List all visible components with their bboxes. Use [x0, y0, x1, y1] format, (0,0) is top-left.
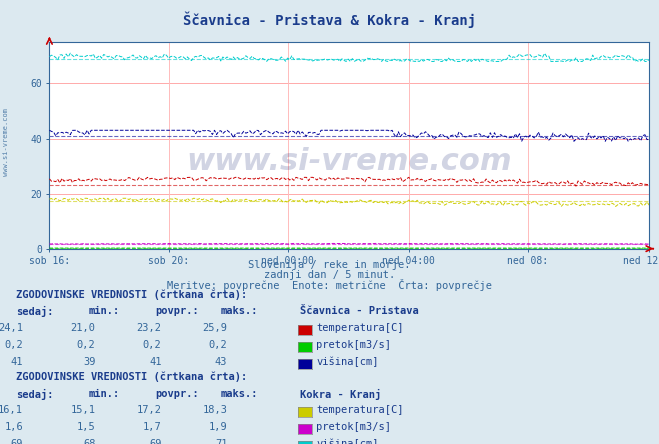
Text: pretok[m3/s]: pretok[m3/s] — [316, 340, 391, 350]
Text: 43: 43 — [215, 357, 227, 367]
Text: Slovenija / reke in morje.: Slovenija / reke in morje. — [248, 260, 411, 270]
Text: min.:: min.: — [89, 306, 120, 317]
Text: maks.:: maks.: — [221, 388, 258, 399]
Text: 68: 68 — [83, 439, 96, 444]
Text: Ščavnica - Pristava & Kokra - Kranj: Ščavnica - Pristava & Kokra - Kranj — [183, 11, 476, 28]
Text: 41: 41 — [11, 357, 23, 367]
Text: 23,2: 23,2 — [136, 323, 161, 333]
Text: 15,1: 15,1 — [71, 405, 96, 416]
Text: ZGODOVINSKE VREDNOSTI (črtkana črta):: ZGODOVINSKE VREDNOSTI (črtkana črta): — [16, 289, 248, 300]
Text: 1,5: 1,5 — [77, 422, 96, 432]
Text: 0,2: 0,2 — [209, 340, 227, 350]
Text: višina[cm]: višina[cm] — [316, 439, 379, 444]
Text: 16,1: 16,1 — [0, 405, 23, 416]
Text: 41: 41 — [149, 357, 161, 367]
Text: 0,2: 0,2 — [77, 340, 96, 350]
Text: 21,0: 21,0 — [71, 323, 96, 333]
Text: ZGODOVINSKE VREDNOSTI (črtkana črta):: ZGODOVINSKE VREDNOSTI (črtkana črta): — [16, 372, 248, 382]
Text: Meritve: povprečne  Enote: metrične  Črta: povprečje: Meritve: povprečne Enote: metrične Črta:… — [167, 279, 492, 291]
Text: maks.:: maks.: — [221, 306, 258, 317]
Text: www.si-vreme.com: www.si-vreme.com — [3, 108, 9, 176]
Text: pretok[m3/s]: pretok[m3/s] — [316, 422, 391, 432]
Text: višina[cm]: višina[cm] — [316, 357, 379, 367]
Text: 69: 69 — [149, 439, 161, 444]
Text: povpr.:: povpr.: — [155, 306, 198, 317]
Text: 25,9: 25,9 — [202, 323, 227, 333]
Text: 1,7: 1,7 — [143, 422, 161, 432]
Text: temperatura[C]: temperatura[C] — [316, 405, 404, 416]
Text: 69: 69 — [11, 439, 23, 444]
Text: 17,2: 17,2 — [136, 405, 161, 416]
Text: Kokra - Kranj: Kokra - Kranj — [300, 388, 381, 400]
Text: www.si-vreme.com: www.si-vreme.com — [186, 147, 512, 176]
Text: 71: 71 — [215, 439, 227, 444]
Text: sedaj:: sedaj: — [16, 306, 54, 317]
Text: min.:: min.: — [89, 388, 120, 399]
Text: 39: 39 — [83, 357, 96, 367]
Text: temperatura[C]: temperatura[C] — [316, 323, 404, 333]
Text: Ščavnica - Pristava: Ščavnica - Pristava — [300, 306, 418, 317]
Text: zadnji dan / 5 minut.: zadnji dan / 5 minut. — [264, 270, 395, 280]
Text: 1,6: 1,6 — [5, 422, 23, 432]
Text: 24,1: 24,1 — [0, 323, 23, 333]
Text: povpr.:: povpr.: — [155, 388, 198, 399]
Text: sedaj:: sedaj: — [16, 388, 54, 400]
Text: 0,2: 0,2 — [5, 340, 23, 350]
Text: 0,2: 0,2 — [143, 340, 161, 350]
Text: 1,9: 1,9 — [209, 422, 227, 432]
Text: 18,3: 18,3 — [202, 405, 227, 416]
